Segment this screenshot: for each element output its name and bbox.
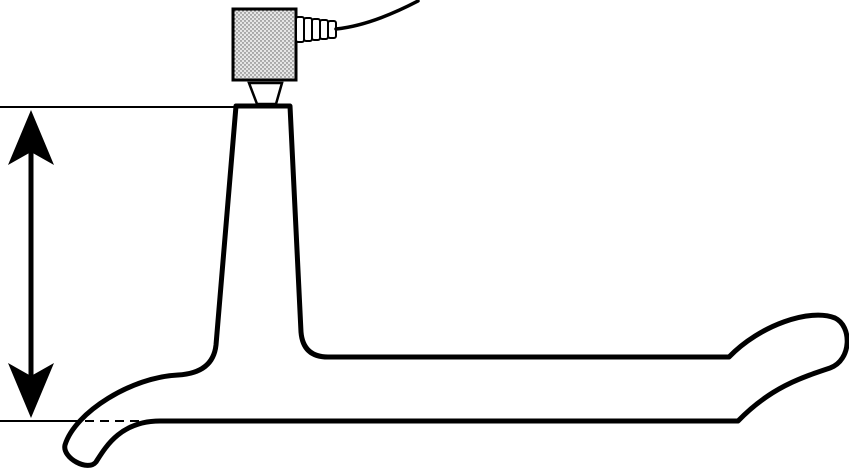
arrow-head-bottom [8,363,54,418]
sensor-cable-ribbing [295,16,337,43]
sensor-connector [247,81,284,106]
specimen-outline [62,103,849,468]
sensor-block [231,7,298,82]
height-dimension-arrow [8,110,54,418]
sensor-cable [334,0,420,31]
arrow-head-top [8,110,54,165]
